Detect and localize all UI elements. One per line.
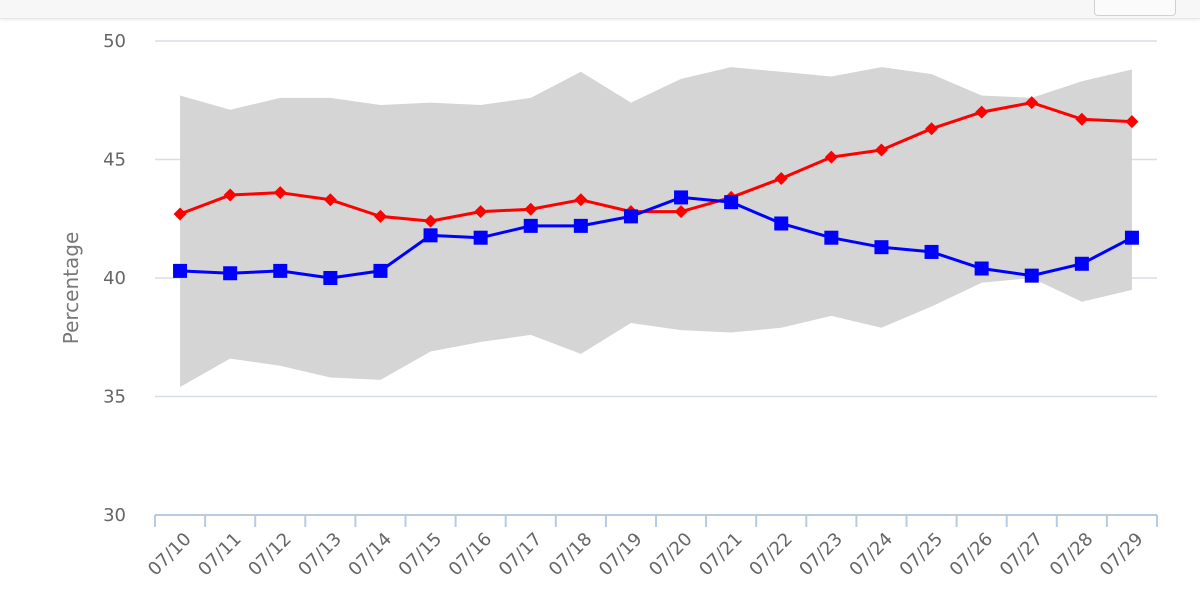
series-layer xyxy=(173,96,1139,285)
data-point xyxy=(824,230,839,245)
x-tick-label: 07/18 xyxy=(545,529,597,581)
data-point xyxy=(874,240,889,255)
y-tick-label: 30 xyxy=(103,505,126,526)
x-tick-label: 07/26 xyxy=(946,529,998,581)
x-tick-label: 07/21 xyxy=(695,529,747,581)
data-point xyxy=(373,263,388,278)
x-tick-label: 07/19 xyxy=(595,529,647,581)
data-point xyxy=(1124,230,1139,245)
y-axis-title: Percentage xyxy=(59,232,83,345)
data-point xyxy=(223,266,238,281)
y-tick-label: 50 xyxy=(103,31,126,52)
data-point xyxy=(323,193,337,207)
x-tick-label: 07/28 xyxy=(1046,529,1098,581)
data-point xyxy=(1075,112,1089,126)
range-band xyxy=(180,67,1132,388)
data-point xyxy=(774,216,789,231)
x-tick-label: 07/25 xyxy=(896,529,948,581)
data-point xyxy=(424,214,438,228)
x-tick-label: 07/12 xyxy=(244,529,296,581)
x-axis xyxy=(154,514,1158,527)
x-tick-label: 07/29 xyxy=(1096,529,1148,581)
x-tick-label: 07/13 xyxy=(294,529,346,581)
data-point xyxy=(474,205,488,219)
x-tick-label: 07/24 xyxy=(845,529,897,581)
data-point xyxy=(925,122,939,136)
data-point xyxy=(173,263,188,278)
data-point xyxy=(574,193,588,207)
x-tick-label: 07/20 xyxy=(645,529,697,581)
data-point xyxy=(373,209,387,223)
x-tick-label: 07/27 xyxy=(996,529,1048,581)
data-point xyxy=(824,150,838,164)
data-point xyxy=(674,205,688,219)
data-point xyxy=(1024,268,1039,283)
series-2 xyxy=(173,190,1139,285)
data-point xyxy=(473,230,488,245)
data-point xyxy=(623,209,638,224)
data-point xyxy=(974,261,989,276)
data-point xyxy=(423,228,438,243)
y-axis-ticks: 50 45 40 35 30 xyxy=(103,31,126,526)
x-tick-label: 07/23 xyxy=(795,529,847,581)
x-tick-label: 07/15 xyxy=(395,529,447,581)
data-point xyxy=(323,271,338,285)
data-point xyxy=(724,195,739,210)
window-top-bar xyxy=(0,0,1200,19)
data-point xyxy=(975,105,989,119)
data-point xyxy=(1025,96,1039,110)
y-tick-label: 40 xyxy=(103,268,126,289)
data-point xyxy=(524,202,538,216)
x-tick-label: 07/22 xyxy=(745,529,797,581)
data-point xyxy=(523,218,538,233)
data-point xyxy=(573,218,588,233)
data-point xyxy=(774,171,788,185)
series-line xyxy=(179,195,1133,280)
x-tick-label: 07/11 xyxy=(194,529,246,581)
data-point xyxy=(1074,256,1089,271)
x-tick-label: 07/14 xyxy=(344,529,396,581)
series-1 xyxy=(173,96,1139,228)
x-tick-label: 07/16 xyxy=(445,529,497,581)
y-tick-label: 45 xyxy=(103,150,126,171)
data-point xyxy=(674,190,689,205)
data-point xyxy=(1125,115,1139,129)
data-point xyxy=(874,143,888,157)
series-line xyxy=(179,101,1133,223)
data-point xyxy=(924,244,939,259)
data-point xyxy=(173,207,187,221)
x-tick-label: 07/17 xyxy=(495,529,547,581)
y-tick-label: 35 xyxy=(103,387,126,408)
x-tick-label: 07/10 xyxy=(144,529,196,581)
data-point xyxy=(223,188,237,202)
x-axis-ticks: 07/1007/1107/1207/1307/1407/1507/1607/17… xyxy=(144,529,1147,581)
top-bar-button[interactable] xyxy=(1094,0,1176,16)
data-point xyxy=(273,263,288,278)
data-point xyxy=(273,186,287,200)
